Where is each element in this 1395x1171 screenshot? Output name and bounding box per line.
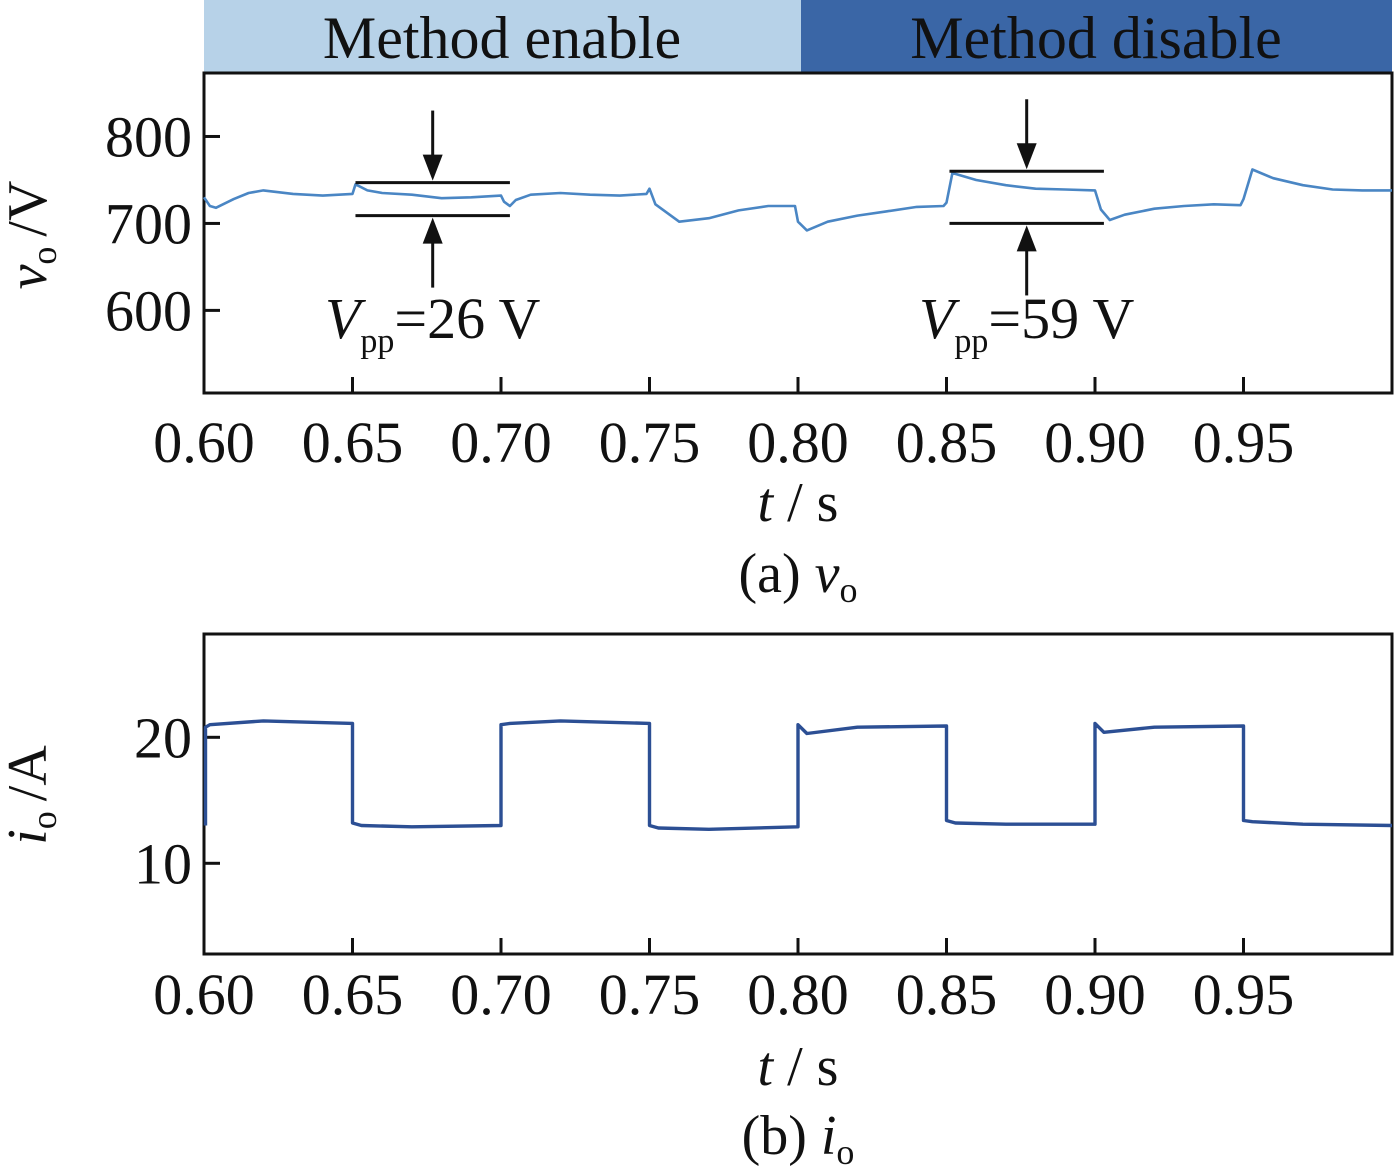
x-tick-label-vo: 0.65 bbox=[302, 410, 404, 475]
vpp-arrow-up-icon bbox=[1016, 225, 1037, 252]
chart-io: 0.60 0.65 0.70 0.75 0.80 0.85 0.90 0.95 10 20 io/… bbox=[0, 632, 1394, 1171]
method-disable-label: Method disable bbox=[910, 5, 1282, 71]
x-tick-label-io: 0.60 bbox=[153, 962, 255, 1027]
x-tick-label-io: 0.95 bbox=[1193, 962, 1295, 1027]
y-tick-label-io: 10 bbox=[134, 831, 192, 896]
x-tick-label-vo: 0.70 bbox=[450, 410, 552, 475]
y-tick-label-io: 20 bbox=[134, 705, 192, 770]
x-tick-label-io: 0.75 bbox=[599, 962, 701, 1027]
x-tick-label-io: 0.80 bbox=[747, 962, 849, 1027]
x-tick-label-vo: 0.60 bbox=[153, 410, 255, 475]
ylabel-vo: vo/V bbox=[0, 181, 64, 290]
x-tick-label-io: 0.65 bbox=[302, 962, 404, 1027]
vpp-arrow-down-icon bbox=[422, 154, 443, 181]
vpp-arrow-down-icon bbox=[1016, 143, 1037, 170]
vpp-annotation: Vpp=59 V bbox=[919, 99, 1135, 360]
vo-trace bbox=[202, 168, 1392, 232]
y-tick-label-vo: 800 bbox=[105, 104, 192, 169]
x-tick-label-vo: 0.90 bbox=[1044, 410, 1146, 475]
x-tick-label-vo: 0.75 bbox=[599, 410, 701, 475]
io-trace bbox=[203, 719, 1393, 831]
x-tick-label-io: 0.70 bbox=[450, 962, 552, 1027]
x-tick-label-vo: 0.80 bbox=[747, 410, 849, 475]
x-tick-label-io: 0.85 bbox=[896, 962, 998, 1027]
y-tick-label-vo: 700 bbox=[105, 191, 192, 256]
method-enable-label: Method enable bbox=[323, 5, 681, 71]
method-enable-band bbox=[204, 0, 801, 73]
xlabel-io: t / s bbox=[758, 1036, 839, 1098]
caption-io: (b) io bbox=[742, 1105, 855, 1171]
chart-vo: 0.60 0.65 0.70 0.75 0.80 0.85 0.90 0.95 600 700 80… bbox=[0, 71, 1394, 610]
method-banner: Method enable Method disable bbox=[204, 0, 1392, 73]
x-tick-label-io: 0.90 bbox=[1044, 962, 1146, 1027]
method-disable-band bbox=[801, 0, 1392, 73]
x-tick-label-vo: 0.95 bbox=[1193, 410, 1295, 475]
vpp-label: Vpp=59 V bbox=[919, 286, 1135, 360]
vpp-annotation: Vpp=26 V bbox=[325, 110, 541, 360]
caption-vo: (a) vo bbox=[738, 543, 857, 610]
y-tick-label-vo: 600 bbox=[105, 278, 192, 343]
vpp-arrow-up-icon bbox=[422, 217, 443, 244]
ylabel-io: io/A bbox=[0, 745, 64, 845]
xlabel-vo: t / s bbox=[758, 472, 839, 534]
x-tick-label-vo: 0.85 bbox=[896, 410, 998, 475]
vpp-label: Vpp=26 V bbox=[325, 286, 541, 360]
